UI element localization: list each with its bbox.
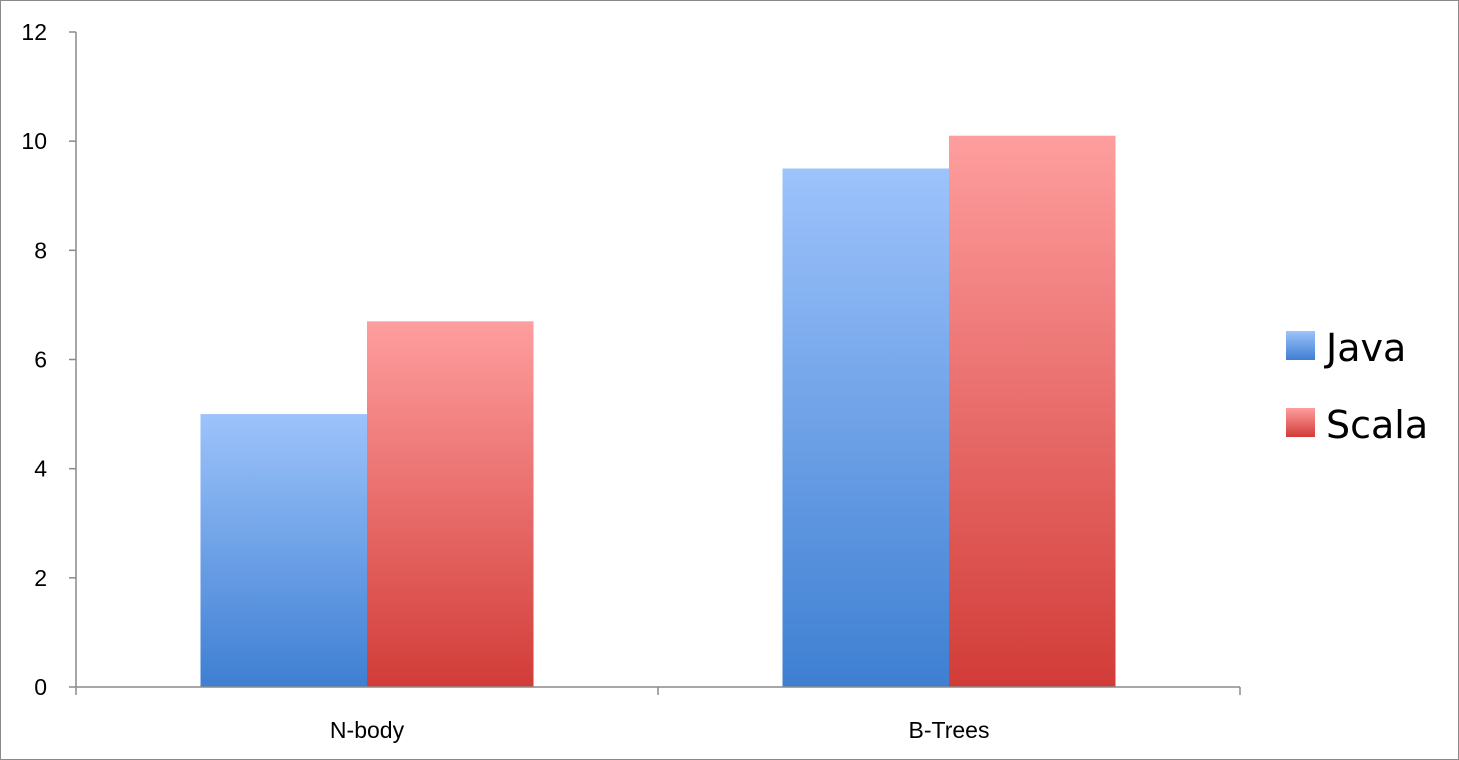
bar-java-n-body <box>200 414 367 687</box>
x-category-label-n-body: N-body <box>330 717 405 743</box>
bar-java-b-trees <box>782 168 949 687</box>
y-tick-label: 8 <box>34 237 47 263</box>
legend: Java Scala <box>1286 326 1428 447</box>
y-tick-label: 10 <box>21 128 47 154</box>
axes-layer: 0 2 4 6 8 10 12 N-body B-Trees <box>21 19 1241 743</box>
legend-swatch-java <box>1286 331 1315 360</box>
bar-scala-b-trees <box>949 135 1116 687</box>
bars-layer <box>200 135 1116 687</box>
y-tick-label: 2 <box>34 565 47 591</box>
bar-scala-n-body <box>367 321 534 687</box>
x-category-label-b-trees: B-Trees <box>909 717 990 743</box>
legend-label-java: Java <box>1324 326 1406 370</box>
y-tick-label: 4 <box>34 456 47 482</box>
legend-swatch-scala <box>1286 408 1315 437</box>
legend-label-scala: Scala <box>1326 403 1428 447</box>
y-tick-label: 6 <box>34 347 47 373</box>
y-tick-label: 12 <box>21 19 47 45</box>
y-tick-label: 0 <box>34 674 47 700</box>
